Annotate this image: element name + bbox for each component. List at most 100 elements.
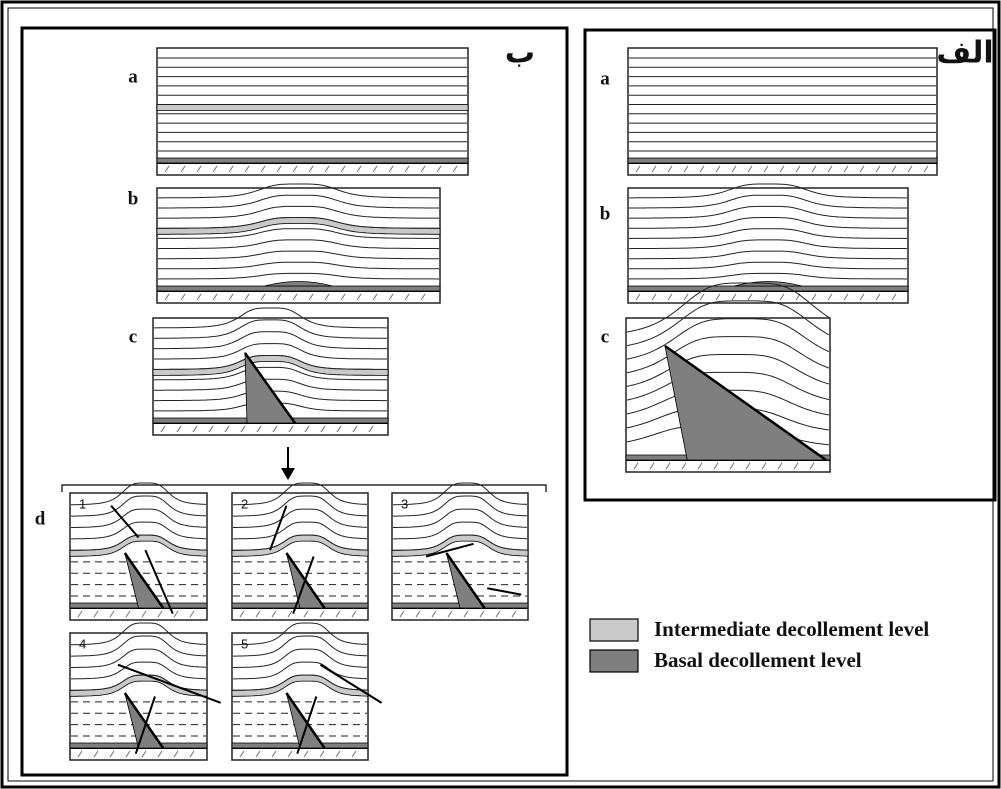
hatch [715,165,721,173]
hatch [336,425,342,433]
layer [153,319,388,339]
legend-swatch [589,649,639,673]
legend-label: Basal decollement level [654,648,862,672]
hatch [431,610,437,618]
hatch [176,425,182,433]
hatch [303,750,309,758]
hatch [208,425,214,433]
hatch [404,293,410,301]
fault [425,542,474,558]
layer [71,508,207,528]
hatch [109,610,115,618]
hatch [388,293,394,301]
hatch [239,750,245,758]
hatch [399,610,405,618]
panel-frame [20,26,569,777]
cross-section [152,307,389,436]
section-box [391,492,529,621]
layer [233,622,368,646]
hatch [292,165,298,173]
section-label: b [600,203,611,224]
fault [319,663,383,704]
hatch [635,293,641,301]
subpanel-number: 2 [241,496,248,511]
hatch [779,165,785,173]
layer [233,635,367,657]
hatch [404,165,410,173]
hatch [436,165,442,173]
layer [71,482,207,506]
section-box [156,47,469,176]
layer [628,272,907,280]
hatch [388,165,394,173]
layer [71,661,207,680]
section-label: a [600,68,610,89]
hatch [763,165,769,173]
hatch [319,750,325,758]
subpanel-number: 5 [241,636,248,651]
section-label: d [35,508,46,529]
hatch [745,462,751,470]
section-box [627,47,938,176]
arrow-head [281,468,295,480]
hatch [875,293,881,301]
layer [154,307,387,329]
thrust-fault [123,692,165,749]
section-label: c [601,326,609,347]
hatch [372,293,378,301]
layer [393,495,527,517]
hatch [173,610,179,618]
hatch [713,462,719,470]
layer [233,508,368,528]
fault [269,505,288,551]
hatch [319,610,325,618]
basal-layer [156,285,441,292]
layer [393,508,528,528]
layer [158,228,439,239]
basal-layer [156,157,469,164]
hatch [260,293,266,301]
layer [628,239,908,250]
hatch [811,293,817,301]
hatch [747,293,753,301]
hatch [173,750,179,758]
hatch [260,165,266,173]
layer [71,622,207,646]
hatch [77,750,83,758]
hatch [189,610,195,618]
layer [158,183,439,199]
cross-section [231,482,369,621]
hatch [287,750,293,758]
hatch [452,165,458,173]
layer [233,648,368,668]
layer [71,534,207,551]
hatch [683,293,689,301]
layer [629,183,907,199]
hatch [340,165,346,173]
hatch [731,293,737,301]
hatch [875,165,881,173]
layer [393,534,528,551]
hatch [271,750,277,758]
hatch [463,610,469,618]
hatch [697,462,703,470]
hatch [93,610,99,618]
hatch [793,462,799,470]
layer [158,261,439,270]
thrust-fault [243,352,297,424]
hatch [164,165,170,173]
layer [233,495,367,517]
hatch [125,750,131,758]
hatch [795,165,801,173]
cross-section [627,47,938,176]
fault [296,696,318,754]
cross-section [156,47,469,176]
hatch [843,293,849,301]
hatch [196,293,202,301]
thrust-fault [123,552,165,609]
hatch [160,425,166,433]
layer [629,250,907,260]
hatch [511,610,517,618]
hatch [351,610,357,618]
